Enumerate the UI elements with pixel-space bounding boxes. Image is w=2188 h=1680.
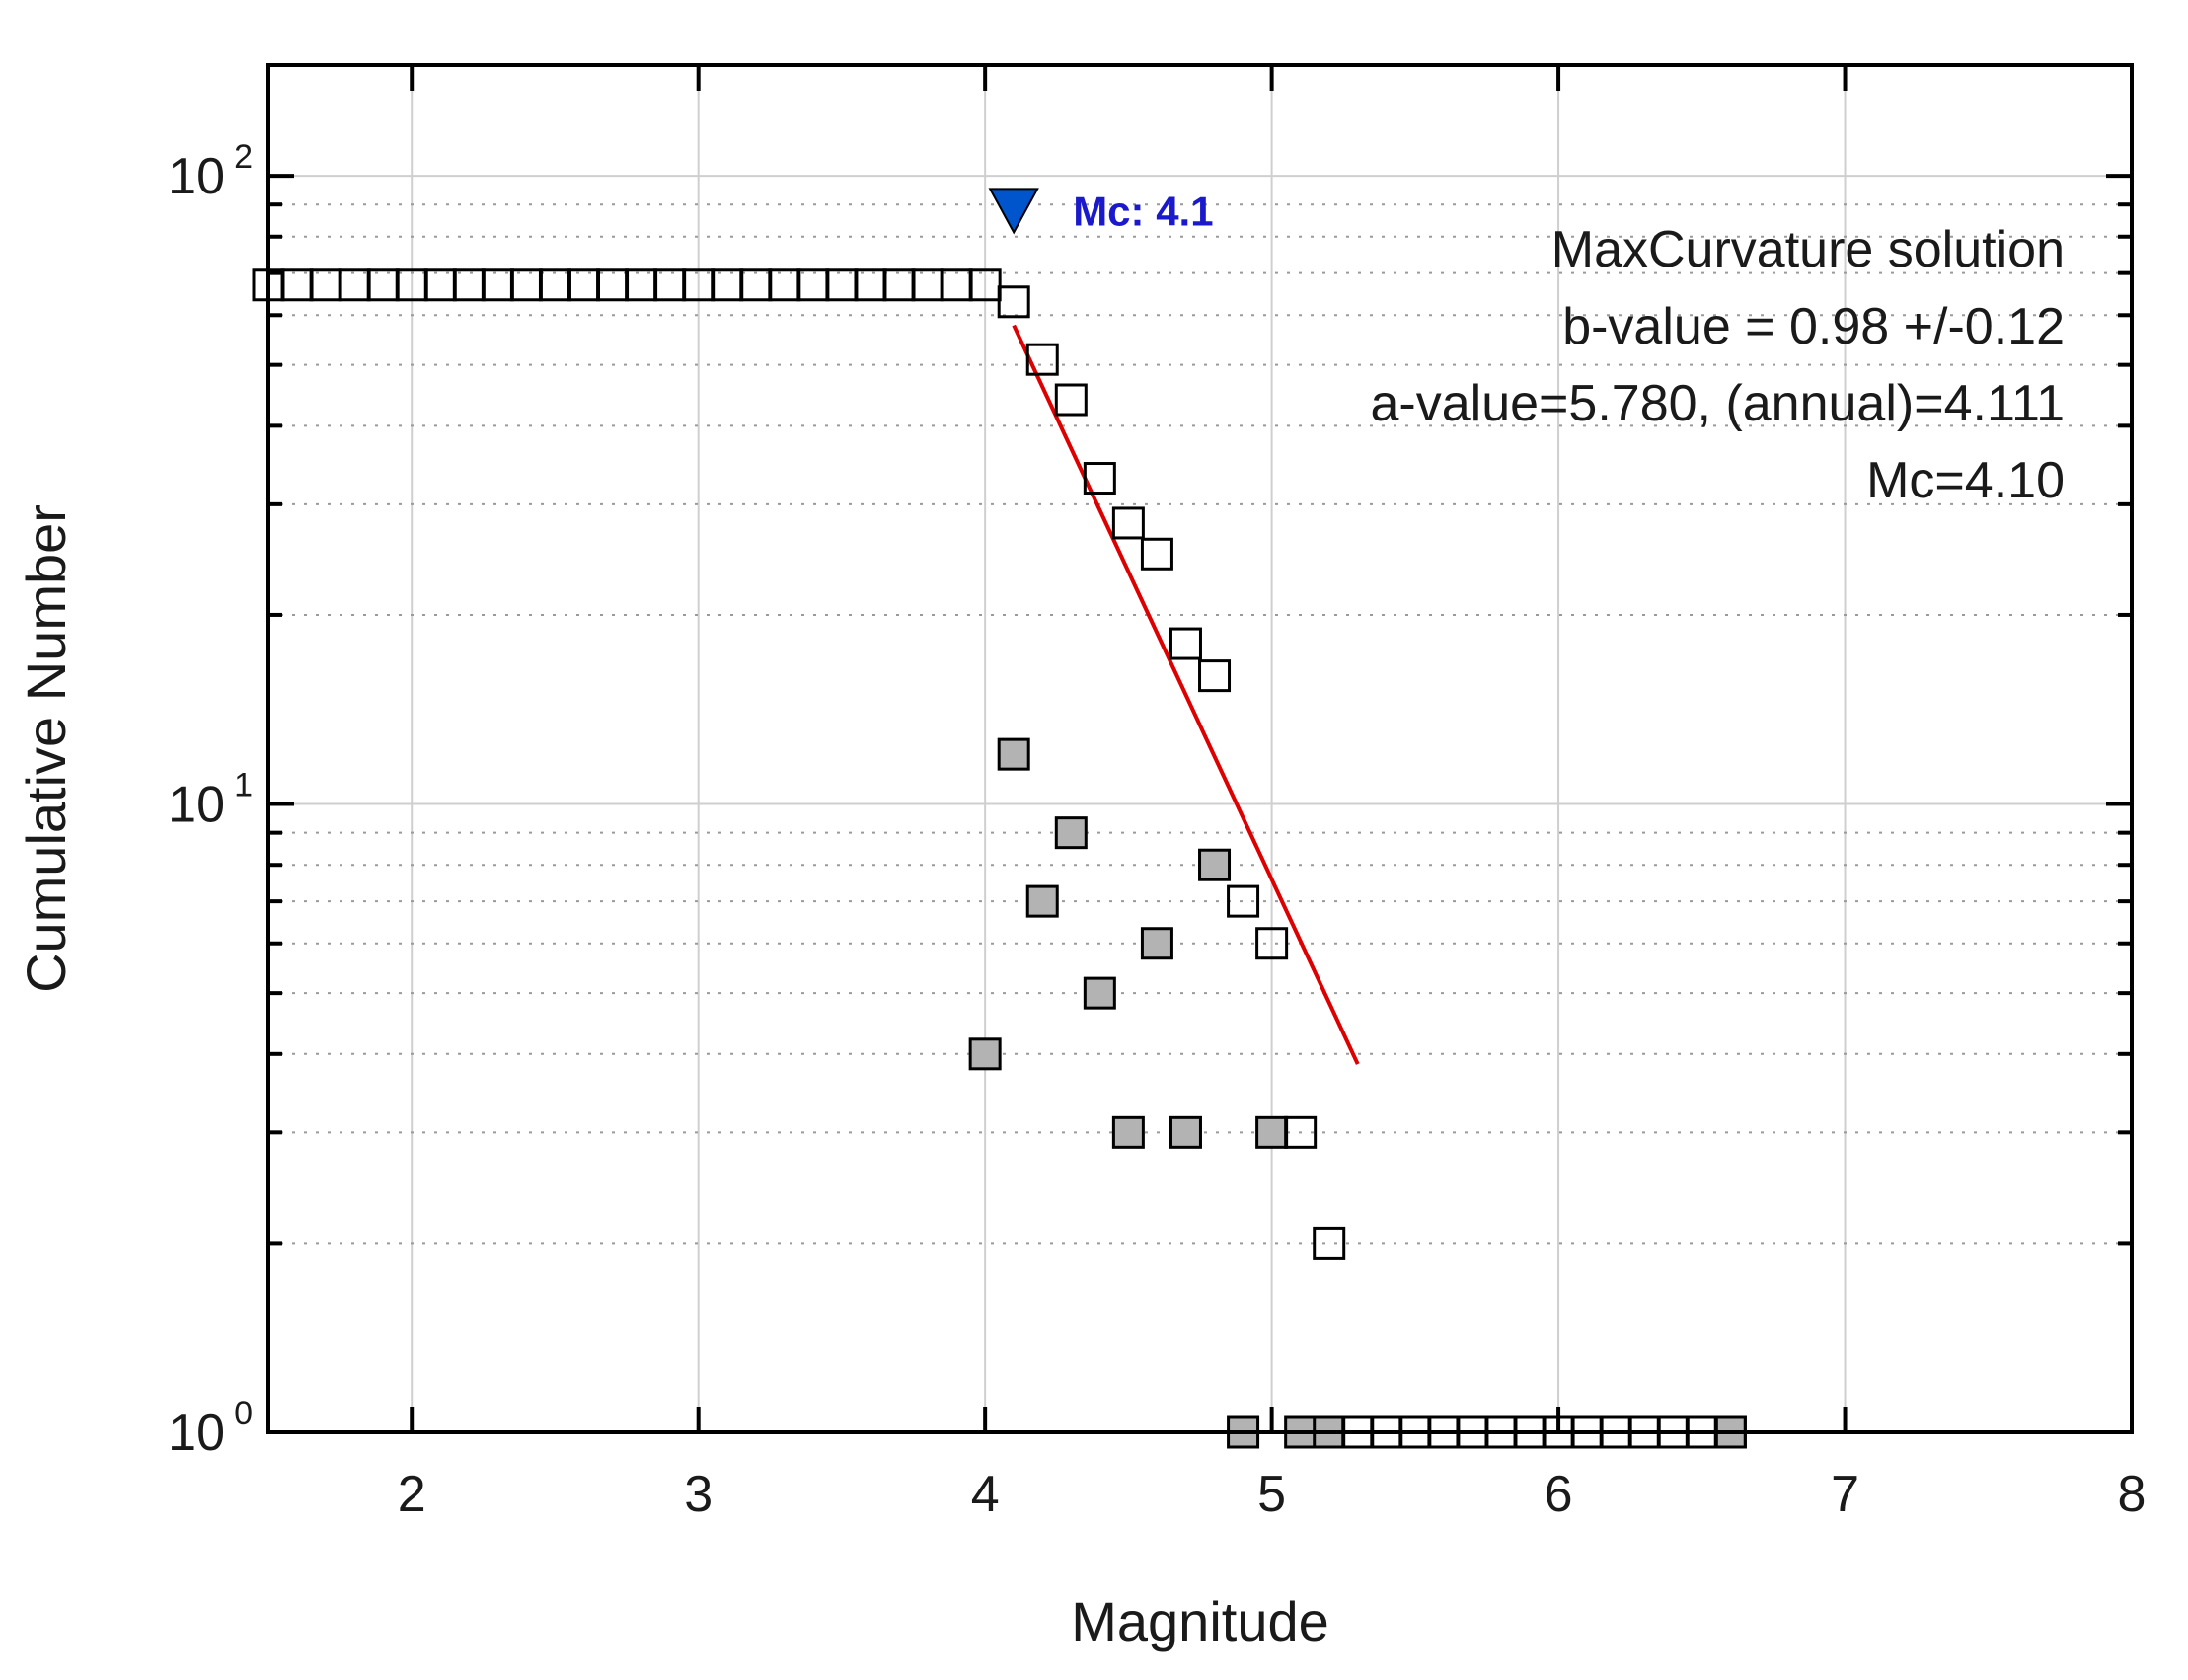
y-tick-label: 10 [168, 148, 225, 205]
info-method: MaxCurvature solution [1551, 221, 2065, 278]
data-points [252, 268, 1747, 1449]
info-mc: Mc=4.10 [1866, 452, 2065, 509]
x-tick-label: 6 [1545, 1466, 1573, 1523]
cumulative-point [1083, 462, 1116, 496]
grid [268, 65, 2132, 1432]
y-tick-label: 10 [168, 1405, 225, 1462]
y-tick-label: 10 [168, 777, 225, 834]
noncumulative-point [1083, 976, 1116, 1010]
cumulative-point [1198, 659, 1232, 693]
x-tick-label: 8 [2118, 1466, 2147, 1523]
cumulative-point [1111, 506, 1145, 540]
cumulative-point [997, 285, 1030, 319]
axis-ticks [268, 65, 2134, 1434]
y-tick-exponent: 2 [234, 138, 253, 176]
noncumulative-point [1255, 1115, 1289, 1149]
plot-frame [266, 63, 2134, 1434]
noncumulative-point [997, 737, 1030, 771]
noncumulative-point [1025, 884, 1059, 918]
x-tick-label: 2 [398, 1466, 426, 1523]
mc-label: Mc: 4.1 [1073, 188, 1213, 234]
x-tick-label: 4 [971, 1466, 1000, 1523]
x-tick-label: 3 [684, 1466, 713, 1523]
y-tick-exponent: 0 [234, 1395, 253, 1432]
noncumulative-point [1054, 816, 1088, 850]
info-b-value: b-value = 0.98 +/-0.12 [1562, 298, 2065, 355]
solution-info: MaxCurvature solution b-value = 0.98 +/-… [1371, 221, 2066, 509]
noncumulative-point [968, 1037, 1002, 1071]
cumulative-point [1140, 537, 1173, 571]
mc-marker-group: Mc: 4.1 [988, 188, 1214, 235]
cumulative-point [1284, 1115, 1318, 1149]
noncumulative-point [1111, 1115, 1145, 1149]
noncumulative-point [1198, 848, 1232, 881]
x-tick-label: 7 [1831, 1466, 1859, 1523]
noncumulative-point [1140, 927, 1173, 960]
cumulative-point [1227, 884, 1260, 918]
x-axis-title: Magnitude [1071, 1590, 1329, 1652]
x-tick-label: 5 [1257, 1466, 1286, 1523]
cumulative-point [968, 268, 1002, 302]
cumulative-point [1313, 1226, 1346, 1260]
info-a-value: a-value=5.780, (annual)=4.111 [1371, 375, 2066, 432]
cumulative-point [1255, 927, 1289, 960]
fit-line [1012, 324, 1360, 1065]
noncumulative-point [1169, 1115, 1202, 1149]
cumulative-point [1169, 627, 1202, 660]
y-tick-exponent: 1 [234, 767, 253, 804]
fit-line-group [1012, 324, 1360, 1065]
y-axis-title: Cumulative Number [15, 504, 77, 993]
cumulative-point [1054, 383, 1088, 417]
cumulative-point [1025, 343, 1059, 376]
mc-triangle-marker [988, 188, 1039, 235]
